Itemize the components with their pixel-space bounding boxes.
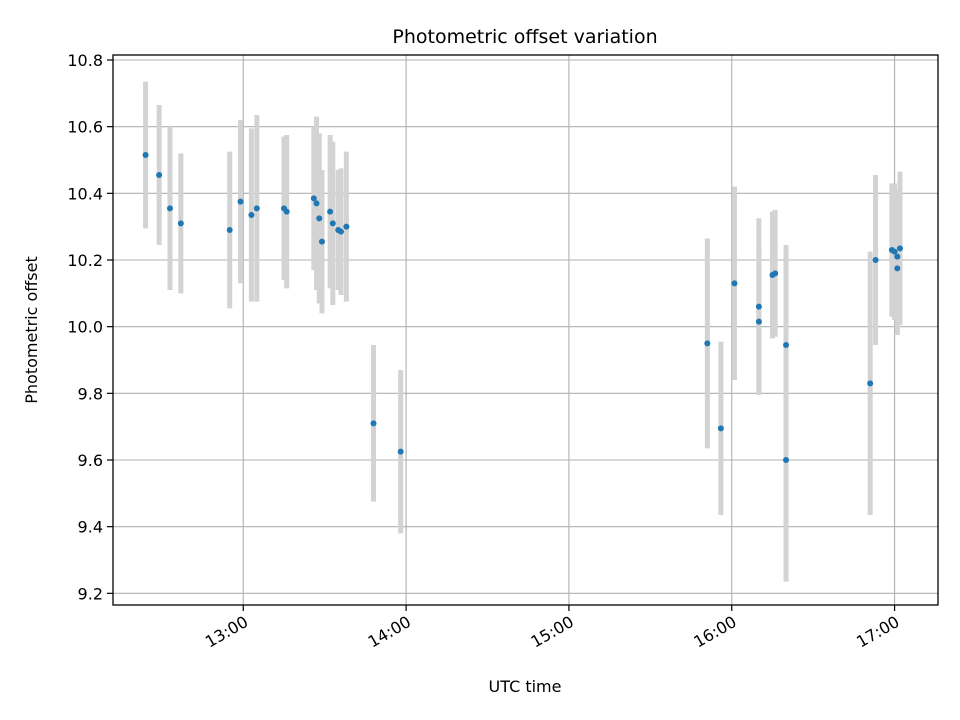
data-point: [156, 172, 163, 178]
data-point: [731, 280, 738, 287]
data-point: [370, 420, 377, 427]
data-point: [310, 195, 317, 202]
data-point: [142, 152, 149, 158]
data-point: [783, 457, 790, 463]
y-tick-label: 9.6: [78, 451, 103, 470]
y-tick-label: 10.4: [67, 184, 103, 203]
y-tick-label: 10.0: [67, 318, 103, 337]
data-point: [237, 198, 244, 205]
data-point: [891, 248, 898, 255]
data-point: [872, 257, 879, 263]
data-point: [717, 425, 724, 432]
data-point: [897, 245, 904, 252]
y-tick-label: 9.8: [78, 384, 103, 403]
data-point: [867, 380, 874, 387]
data-point: [755, 318, 762, 325]
data-point: [177, 220, 184, 227]
y-tick-label: 9.4: [78, 518, 103, 537]
data-point: [316, 215, 323, 222]
data-point: [248, 212, 255, 218]
data-point: [894, 265, 901, 272]
data-point: [329, 220, 336, 227]
plot-area: [113, 55, 938, 605]
data-point: [894, 253, 901, 260]
data-point: [772, 270, 779, 277]
data-point: [755, 303, 762, 310]
y-tick-label: 10.8: [67, 51, 103, 70]
grid: [113, 55, 938, 605]
data-point: [226, 227, 233, 233]
data-point: [704, 340, 711, 347]
data-point: [337, 228, 344, 235]
data-point: [327, 208, 334, 215]
data-points: [142, 152, 904, 463]
data-point: [397, 448, 404, 455]
data-point: [318, 238, 325, 245]
data-point: [166, 205, 173, 212]
data-point: [783, 342, 790, 348]
data-point: [343, 223, 350, 230]
data-point: [253, 205, 260, 212]
data-point: [283, 208, 290, 215]
y-tick-label: 9.2: [78, 584, 103, 603]
chart-title: Photometric offset variation: [392, 26, 657, 48]
data-point: [313, 200, 320, 207]
y-axis-label: Photometric offset: [22, 256, 41, 404]
x-axis-label: UTC time: [489, 677, 562, 696]
y-tick-label: 10.6: [67, 118, 103, 137]
plot-frame: [112, 54, 939, 606]
y-tick-label: 10.2: [67, 251, 103, 270]
